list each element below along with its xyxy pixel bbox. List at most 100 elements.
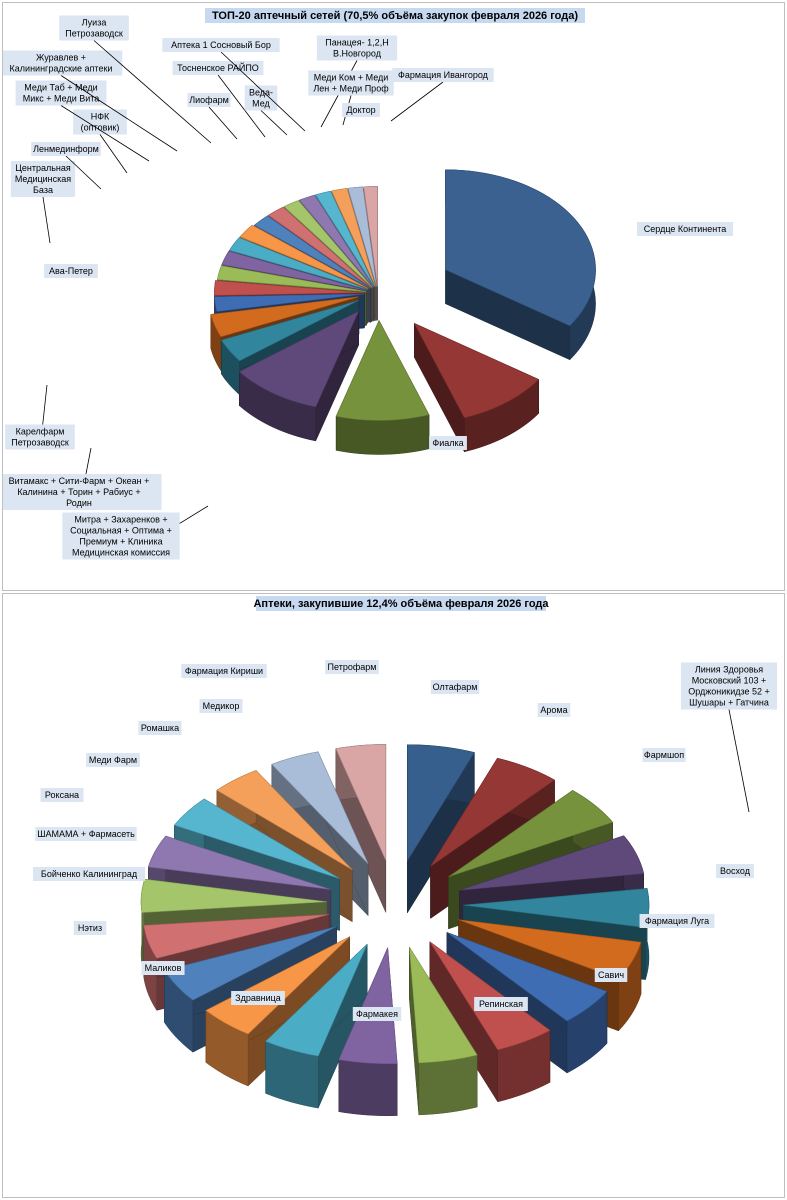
chart-panel-pharmacies: Олтафарм Арома Фармшоп Линия Здоровья Москов…	[2, 593, 785, 1198]
top20-label-13: Тосненское РАЙПО	[172, 61, 266, 138]
svg-text:Аптека 1 Сосновый Бор: Аптека 1 Сосновый Бор	[171, 40, 271, 50]
svg-text:Калининградские аптеки: Калининградские аптеки	[10, 64, 113, 74]
pharm-slice-8	[409, 946, 478, 1116]
top20-slice-0	[445, 169, 596, 361]
pharm-label-6: Савич	[594, 968, 628, 982]
pharm-leader-3	[728, 709, 750, 813]
svg-text:Ава-Петер: Ава-Петер	[49, 266, 93, 276]
top20-label-5: Ава-Петер	[44, 264, 98, 278]
svg-text:Сердце Континента: Сердце Континента	[644, 224, 726, 234]
top20-label-18: Доктор	[342, 103, 380, 117]
svg-text:Социальная + Оптима +: Социальная + Оптима +	[70, 526, 172, 536]
svg-text:Веда-: Веда-	[249, 88, 273, 98]
svg-text:Фиалка: Фиалка	[432, 438, 463, 448]
pharm-slice-7	[429, 940, 551, 1103]
top20-leader-9	[60, 105, 150, 162]
svg-text:Олтафарм: Олтафарм	[433, 682, 478, 692]
svg-text:Линия Здоровья: Линия Здоровья	[695, 665, 763, 675]
svg-text:Карелфарм: Карелфарм	[16, 427, 65, 437]
svg-text:Маликов: Маликов	[145, 963, 182, 973]
pharm-label-8: Фармакея	[352, 1007, 402, 1021]
pharm-label-15: Меди Фарм	[86, 753, 140, 767]
svg-text:Орджоникидзе 52 +: Орджоникидзе 52 +	[688, 687, 770, 697]
pharm-label-18: Фармация Кириши	[181, 664, 267, 678]
svg-text:Фармация Ивангород: Фармация Ивангород	[398, 70, 489, 80]
svg-text:Фармация Кириши: Фармация Кириши	[185, 666, 263, 676]
svg-text:Шушары + Гатчина: Шушары + Гатчина	[689, 698, 769, 708]
top20-slice-1	[413, 322, 540, 453]
svg-text:Восход: Восход	[720, 866, 751, 876]
svg-text:Панацея- 1,2,Н: Панацея- 1,2,Н	[325, 38, 388, 48]
top20-leader-8	[99, 134, 128, 174]
svg-text:Луиза: Луиза	[82, 18, 107, 28]
top20-label-2: Митра + Захаренков +Социальная + Оптима …	[62, 505, 209, 560]
svg-text:Центральная: Центральная	[15, 163, 71, 173]
svg-text:Медицинская комиссия: Медицинская комиссия	[72, 548, 170, 558]
svg-text:Витамакс + Сити-Фарм + Океан +: Витамакс + Сити-Фарм + Океан +	[9, 476, 150, 486]
svg-text:Петрофарм: Петрофарм	[328, 662, 377, 672]
svg-text:Родин: Родин	[66, 498, 92, 508]
svg-text:Нэтиз: Нэтиз	[78, 923, 102, 933]
svg-text:Аптеки, закупившие 12,4% объём: Аптеки, закупившие 12,4% объёма февраля …	[253, 598, 549, 610]
svg-text:НФК: НФК	[91, 112, 110, 122]
svg-text:Ленмединформ: Ленмединформ	[33, 144, 99, 154]
top20-title: ТОП-20 аптечный сетей (70,5% объёма заку…	[205, 8, 585, 23]
top20-leader-10	[60, 75, 178, 152]
pharm-label-9: Здравница	[231, 991, 285, 1005]
svg-text:База: База	[33, 185, 53, 195]
svg-text:Калинина + Торин + Рабиус +: Калинина + Торин + Рабиус +	[17, 487, 140, 497]
svg-text:В.Новгород: В.Новгород	[333, 49, 382, 59]
svg-text:Савич: Савич	[598, 970, 624, 980]
top20-label-19: Фармация Ивангород	[390, 68, 494, 122]
top20-leader-15	[220, 51, 306, 132]
svg-text:(оптовик): (оптовик)	[81, 123, 120, 133]
svg-text:Петрозаводск: Петрозаводск	[65, 29, 123, 39]
top20-leader-6	[42, 196, 51, 244]
svg-text:Тосненское РАЙПО: Тосненское РАЙПО	[177, 62, 259, 73]
pharm-label-4: Восход	[716, 864, 754, 878]
svg-text:Меди Ком + Меди: Меди Ком + Меди	[314, 73, 389, 83]
svg-text:Меди Фарм: Меди Фарм	[89, 755, 137, 765]
top20-leader-19	[390, 81, 444, 122]
pharm-label-1: Арома	[537, 703, 571, 717]
svg-text:Репинская: Репинская	[479, 999, 523, 1009]
svg-text:Премиум + Клиника: Премиум + Клиника	[79, 537, 162, 547]
svg-text:Ромашка: Ромашка	[141, 723, 179, 733]
pharm-label-13: ШАМАМА + Фармасеть	[35, 827, 137, 841]
svg-text:Здравница: Здравница	[235, 993, 281, 1003]
top20-label-1: Фиалка	[429, 436, 467, 450]
pharm-label-5: Фармация Луга	[639, 914, 715, 928]
svg-text:Микс + Меди Вита: Микс + Меди Вита	[23, 94, 100, 104]
pie-chart-top20: Сердце Континента Фиалка Митра + Захаренко…	[3, 8, 734, 560]
pharm-slice-0	[407, 744, 475, 914]
svg-text:Медицинская: Медицинская	[15, 174, 71, 184]
top20-label-12: Лиофарм	[187, 93, 238, 140]
svg-text:Фармшоп: Фармшоп	[644, 750, 684, 760]
chart-panel-top20: Сердце Континента Фиалка Митра + Захаренко…	[2, 2, 785, 591]
pharm-label-7: Репинская	[474, 997, 528, 1011]
svg-text:Меди Таб + Меди: Меди Таб + Меди	[24, 83, 97, 93]
pharm-label-16: Ромашка	[138, 721, 182, 735]
pharm-title: Аптеки, закупившие 12,4% объёма февраля …	[253, 596, 549, 611]
top20-label-16: Панацея- 1,2,НВ.Новгород	[316, 35, 398, 128]
top20-label-3: Витамакс + Сити-Фарм + Океан +Калинина +…	[3, 447, 162, 511]
pharm-slice-19	[335, 744, 387, 913]
svg-text:Лиофарм: Лиофарм	[189, 95, 229, 105]
pharm-label-10: Маликов	[141, 961, 185, 975]
top20-leader-12	[208, 106, 238, 140]
top20-label-10: Журавлев +Калининградские аптеки	[3, 50, 178, 152]
top20-label-14: Веда-Мед	[244, 85, 288, 136]
svg-text:ТОП-20 аптечный сетей (70,5% о: ТОП-20 аптечный сетей (70,5% объёма заку…	[212, 10, 578, 22]
pharm-label-2: Фармшоп	[642, 748, 686, 762]
svg-text:Доктор: Доктор	[346, 105, 375, 115]
top20-slice-2	[335, 319, 430, 455]
top20-leader-13	[217, 74, 266, 138]
top20-leader-7	[65, 155, 102, 190]
top20-label-0: Сердце Континента	[636, 222, 734, 236]
top20-leader-11	[93, 40, 212, 144]
